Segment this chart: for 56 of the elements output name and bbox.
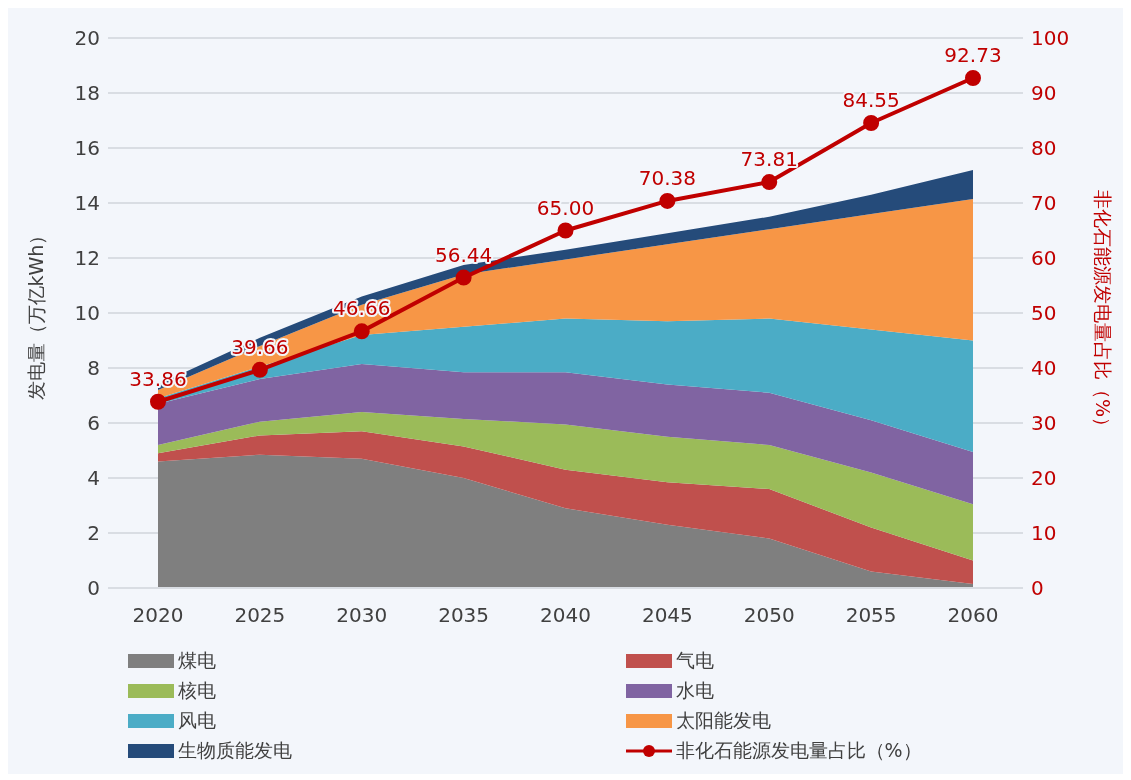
legend-label: 水电 xyxy=(675,678,714,703)
x-tick-label: 2055 xyxy=(845,603,897,628)
x-tick-label: 2035 xyxy=(438,603,490,628)
data-label: 70.38 xyxy=(638,165,697,190)
point xyxy=(761,174,778,191)
x-tick-label: 2040 xyxy=(540,603,591,628)
legend-label: 核电 xyxy=(178,678,216,703)
data-label: 65.00 xyxy=(536,195,595,220)
point xyxy=(965,69,981,86)
x-tick-label: 2030 xyxy=(336,603,388,628)
y2-tick-label: 20 xyxy=(1031,466,1057,491)
y-tick-label: 18 xyxy=(74,81,100,106)
legend-label: 风电 xyxy=(178,708,216,733)
y-tick-label: 10 xyxy=(74,301,100,326)
legend-label: 生物质能发电 xyxy=(178,738,292,763)
y-tick-label: 20 xyxy=(74,26,100,51)
y2-tick-label: 50 xyxy=(1031,301,1057,326)
point xyxy=(251,361,268,378)
point xyxy=(353,323,370,340)
y-tick-label: 16 xyxy=(74,136,100,161)
y2-tick-label: 10 xyxy=(1031,521,1057,546)
point xyxy=(557,222,574,239)
y2-tick-label: 90 xyxy=(1031,81,1057,106)
legend-label: 非化石能源发电量占比（%） xyxy=(675,738,922,763)
y-tick-label: 0 xyxy=(87,576,100,601)
y-tick-label: 14 xyxy=(74,191,100,216)
point xyxy=(659,192,676,209)
y2-tick-label: 0 xyxy=(1031,576,1044,601)
y2-tick-label: 70 xyxy=(1031,191,1057,216)
point xyxy=(455,269,472,286)
x-tick-label: 2050 xyxy=(743,603,795,628)
y2-tick-label: 60 xyxy=(1031,246,1057,271)
x-tick-label: 2020 xyxy=(132,603,184,628)
y-tick-label: 6 xyxy=(87,411,100,436)
data-label: 56.44 xyxy=(434,242,493,267)
point xyxy=(863,114,880,131)
y2-axis-title: 非化石能源发电量占比（%） xyxy=(1092,189,1115,437)
y2-tick-label: 80 xyxy=(1031,136,1057,161)
y-tick-label: 12 xyxy=(74,246,100,271)
legend-label: 气电 xyxy=(675,648,714,673)
legend-label: 太阳能发电 xyxy=(675,708,771,733)
data-label: 73.81 xyxy=(740,147,798,172)
y-tick-label: 8 xyxy=(87,356,100,381)
y-axis-title: 发电量（万亿kWh） xyxy=(24,225,47,401)
data-label: 92.73 xyxy=(944,42,1002,67)
y2-tick-label: 40 xyxy=(1031,356,1057,381)
x-tick-label: 2060 xyxy=(947,603,999,628)
x-tick-label: 2045 xyxy=(641,603,693,628)
data-label: 84.55 xyxy=(842,87,900,112)
y2-tick-label: 30 xyxy=(1031,411,1057,436)
y-tick-label: 4 xyxy=(87,466,100,491)
legend-label: 煤电 xyxy=(178,648,216,673)
x-tick-label: 2025 xyxy=(234,603,286,628)
y-tick-label: 2 xyxy=(87,521,100,546)
y2-tick-label: 100 xyxy=(1031,26,1070,51)
point xyxy=(150,393,166,410)
